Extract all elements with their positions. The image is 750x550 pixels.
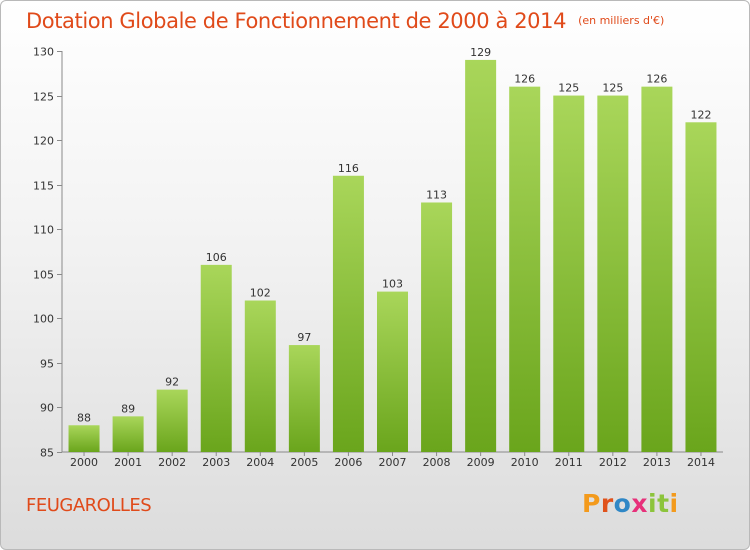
y-tick-label: 85 [40, 447, 54, 460]
y-tick-label: 90 [40, 402, 54, 415]
x-tick-label: 2007 [379, 456, 407, 469]
x-tick-label: 2009 [467, 456, 495, 469]
bar [332, 175, 364, 452]
x-tick-label: 2002 [158, 456, 186, 469]
data-label: 103 [382, 278, 403, 291]
x-tick-label: 2008 [423, 456, 451, 469]
x-tick-label: 2000 [70, 456, 98, 469]
bar [112, 416, 144, 452]
data-label: 129 [470, 46, 491, 59]
x-tick-label: 2005 [290, 456, 318, 469]
data-label: 125 [558, 82, 579, 95]
logo-letter: i [669, 489, 679, 518]
proxiti-logo: Proxiti [582, 489, 679, 518]
x-tick-label: 2014 [687, 456, 715, 469]
data-label: 125 [602, 82, 623, 95]
y-tick-label: 105 [33, 269, 54, 282]
bar [200, 264, 232, 452]
bar [509, 86, 541, 453]
logo-letter: o [613, 489, 632, 518]
x-tick-label: 2003 [202, 456, 230, 469]
x-tick-label: 2004 [246, 456, 274, 469]
x-tick-label: 2011 [555, 456, 583, 469]
x-tick-label: 2006 [334, 456, 362, 469]
x-tick-label: 2012 [599, 456, 627, 469]
y-tick-label: 110 [33, 224, 54, 237]
chart-title: Dotation Globale de Fonctionnement de 20… [26, 9, 567, 33]
bar [377, 291, 408, 452]
data-label: 116 [338, 162, 359, 175]
bar [641, 86, 673, 453]
y-tick-label: 115 [33, 180, 54, 193]
data-label: 92 [165, 376, 179, 389]
y-tick-label: 130 [33, 46, 54, 59]
bar [68, 425, 100, 452]
bar [244, 300, 276, 452]
data-label: 88 [77, 411, 91, 424]
bar [685, 122, 717, 453]
logo-letter: r [600, 489, 614, 518]
x-tick-label: 2010 [511, 456, 539, 469]
y-tick-label: 125 [33, 91, 54, 104]
x-tick-label: 2001 [114, 456, 142, 469]
y-tick-label: 120 [33, 135, 54, 148]
data-label: 89 [121, 402, 135, 415]
bar [597, 95, 629, 453]
y-tick-label: 95 [40, 358, 54, 371]
bar [553, 95, 585, 453]
data-label: 102 [250, 287, 271, 300]
data-label: 126 [514, 73, 535, 86]
bar [421, 202, 453, 452]
data-label: 97 [297, 331, 311, 344]
bar [465, 59, 497, 453]
logo-letter: P [582, 489, 601, 518]
data-label: 106 [206, 251, 227, 264]
logo-letter: x [631, 489, 648, 518]
commune-name: FEUGAROLLES [26, 495, 152, 516]
logo-letter: t [657, 489, 670, 518]
data-label: 113 [426, 188, 447, 201]
logo-letter: i [648, 489, 658, 518]
data-label: 122 [690, 108, 711, 121]
data-label: 126 [646, 73, 667, 86]
bar [288, 345, 320, 452]
chart-subtitle: (en milliers d'€) [578, 14, 665, 27]
y-tick-label: 100 [33, 313, 54, 326]
title-row: Dotation Globale de Fonctionnement de 20… [26, 9, 664, 33]
bar [156, 389, 188, 452]
x-tick-label: 2013 [643, 456, 671, 469]
